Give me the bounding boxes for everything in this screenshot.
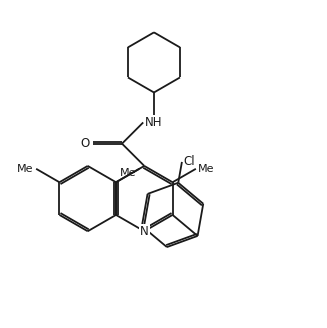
Text: N: N <box>140 225 149 238</box>
Text: Me: Me <box>198 164 214 174</box>
Text: Cl: Cl <box>183 155 195 169</box>
Text: Me: Me <box>120 168 137 178</box>
Text: Me: Me <box>17 164 33 174</box>
Text: NH: NH <box>145 116 163 129</box>
Text: O: O <box>81 137 90 150</box>
